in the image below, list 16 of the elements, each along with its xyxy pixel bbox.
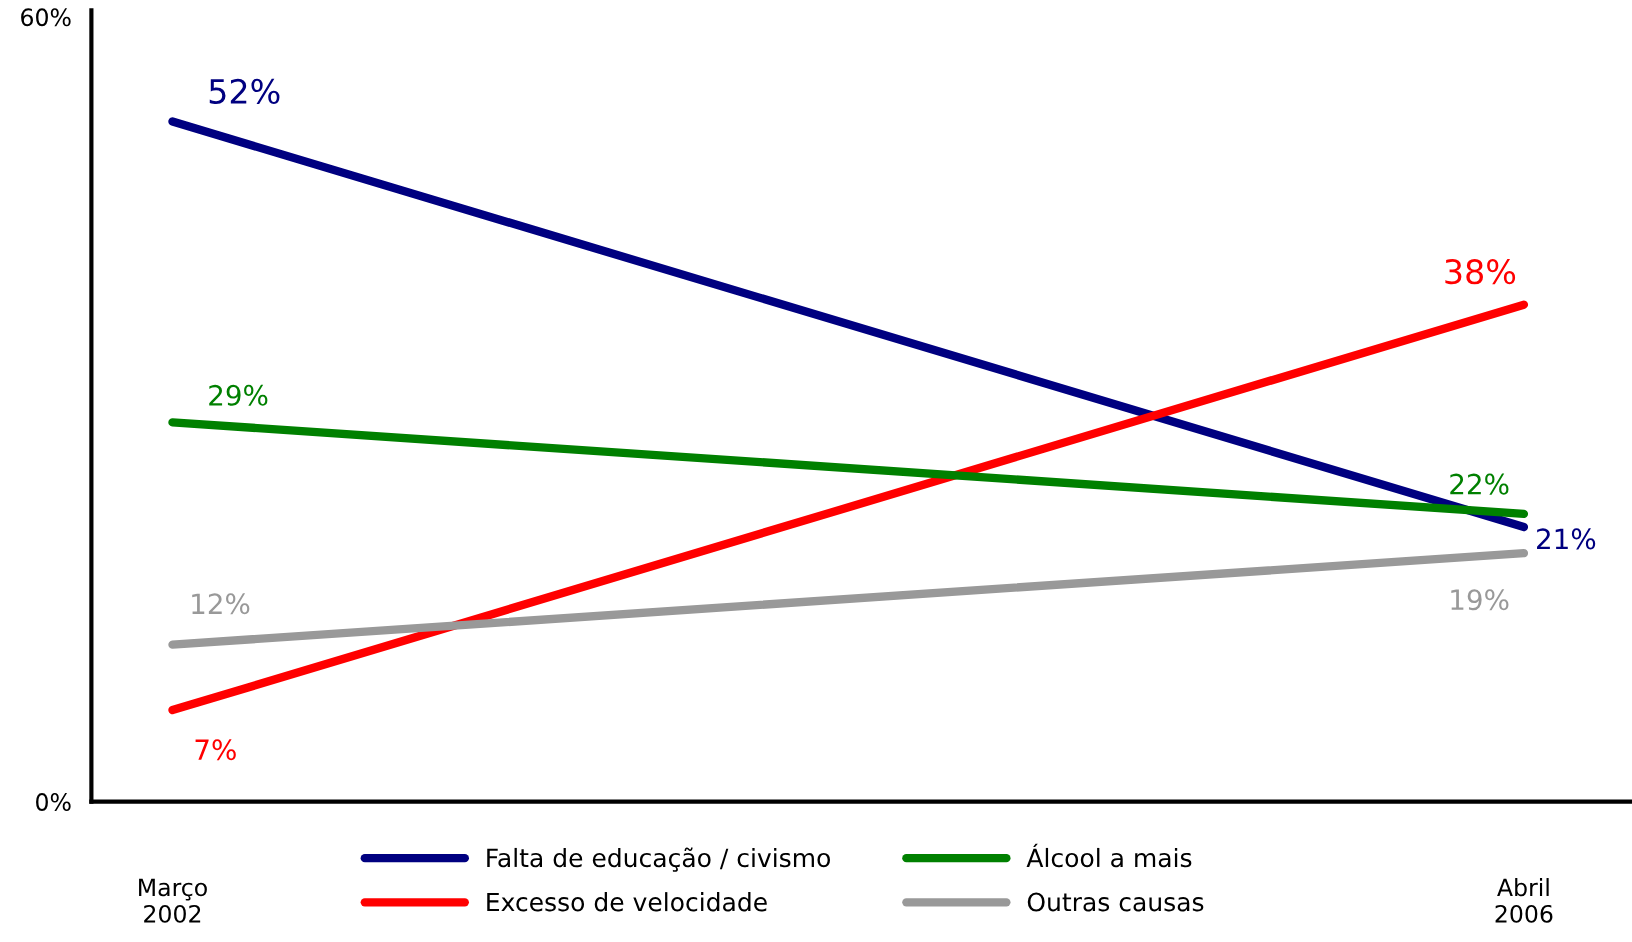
data-label: 52% — [209, 78, 280, 104]
y-tick-label: 60% — [21, 8, 71, 27]
legend-label: Outras causas — [1027, 892, 1204, 912]
y-tick-label: 0% — [36, 793, 71, 811]
data-label: 29% — [209, 384, 268, 406]
data-label: 21% — [1537, 528, 1596, 550]
data-label: 7% — [195, 739, 236, 761]
legend-label: Excesso de velocidade — [487, 892, 767, 912]
data-label: 38% — [1445, 259, 1516, 285]
data-label: 19% — [1451, 589, 1509, 611]
data-label: 12% — [192, 593, 250, 615]
x-tick-label: Março 2002 — [139, 878, 207, 923]
x-tick-label: Abril 2006 — [1495, 878, 1553, 923]
legend-label: Falta de educação / civismo — [487, 847, 830, 872]
legend-label: Álcool a mais — [1026, 843, 1192, 868]
data-label: 22% — [1450, 473, 1509, 495]
